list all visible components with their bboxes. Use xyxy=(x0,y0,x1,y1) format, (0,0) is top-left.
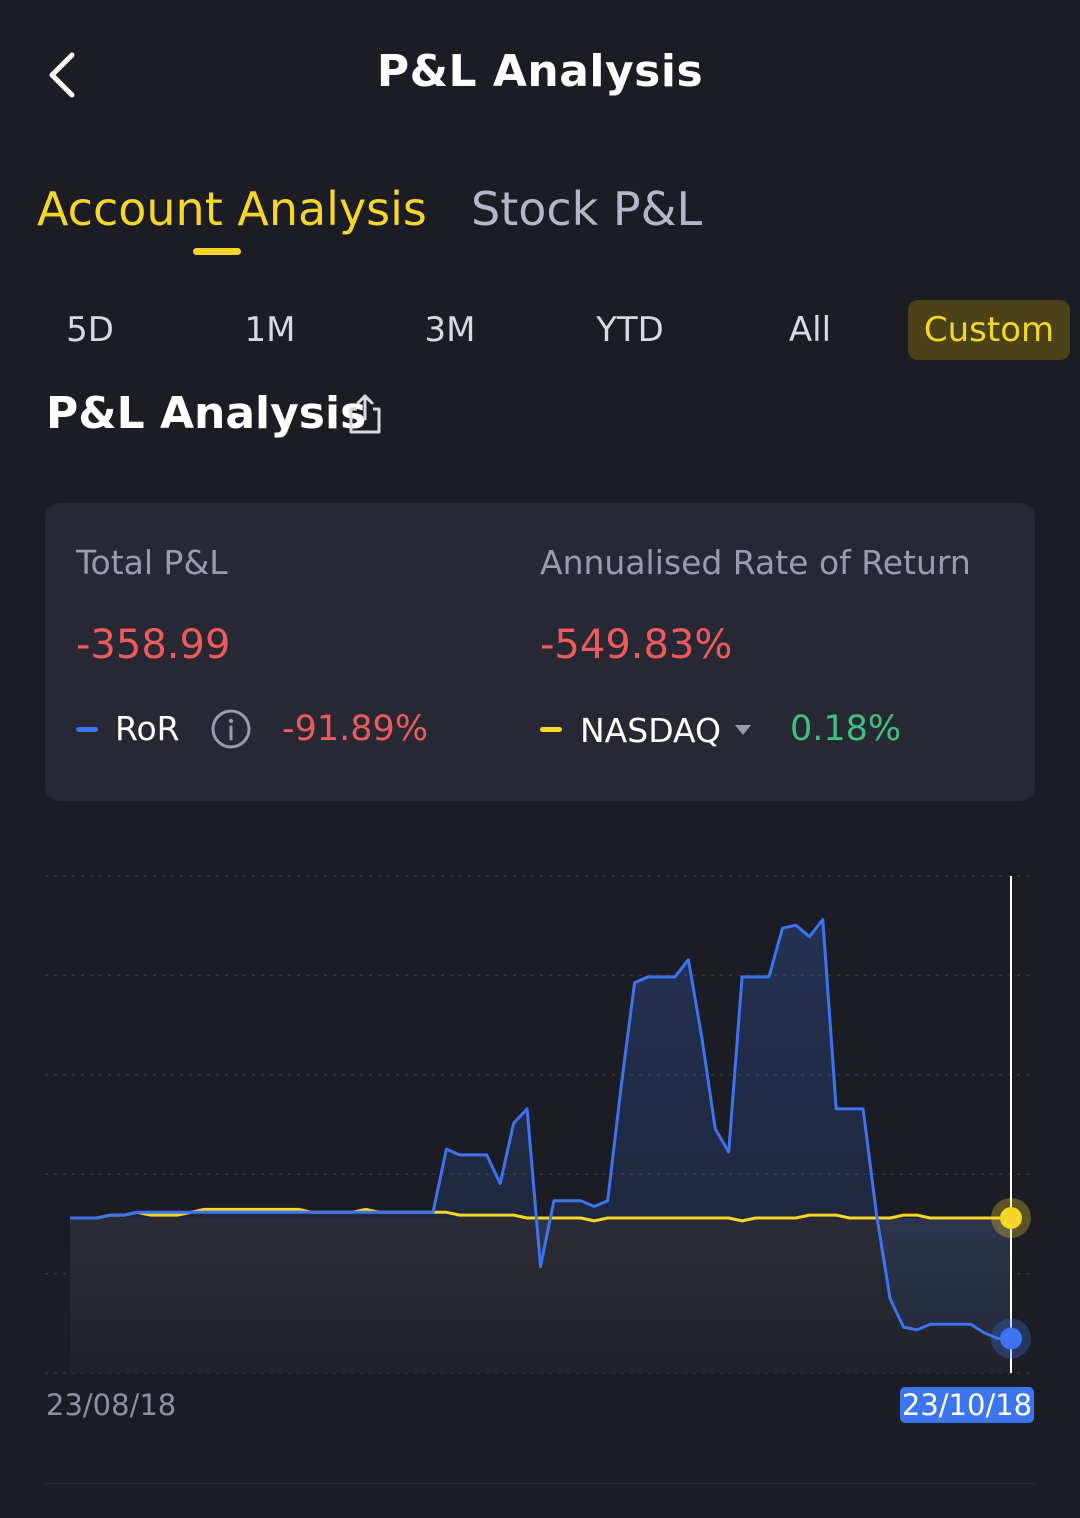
ror-label: RoR xyxy=(115,709,180,748)
ror-area xyxy=(70,919,1011,1339)
nasdaq-marker xyxy=(1000,1207,1022,1229)
benchmark-value: 0.18% xyxy=(790,709,902,749)
chevron-left-icon xyxy=(49,52,75,98)
share-button[interactable] xyxy=(342,392,388,438)
pl-chart[interactable] xyxy=(0,860,1080,1390)
tab-account-analysis[interactable]: Account Analysis xyxy=(37,182,427,236)
ror-line xyxy=(70,918,1011,1340)
info-icon xyxy=(211,709,251,749)
period-ytd[interactable]: YTD xyxy=(596,310,664,350)
annualised-return-value: -549.83% xyxy=(540,622,733,668)
nasdaq-legend-swatch xyxy=(540,727,562,732)
period-1m[interactable]: 1M xyxy=(244,310,296,350)
tab-stock-pl[interactable]: Stock P&L xyxy=(471,182,703,236)
x-start-label: 23/08/18 xyxy=(46,1388,177,1422)
ror-marker xyxy=(1000,1327,1022,1350)
benchmark-selector[interactable]: NASDAQ xyxy=(580,708,753,752)
total-pl-value: -358.99 xyxy=(76,622,231,668)
x-end-label: 23/10/18 xyxy=(900,1387,1034,1423)
annualised-return-label: Annualised Rate of Return xyxy=(540,543,971,582)
section-title: P&L Analysis xyxy=(46,388,367,439)
benchmark-label: NASDAQ xyxy=(580,710,722,750)
period-custom[interactable]: Custom xyxy=(908,300,1070,360)
caret-down-icon xyxy=(735,725,752,735)
page-title: P&L Analysis xyxy=(376,46,704,97)
period-all[interactable]: All xyxy=(788,310,832,350)
divider xyxy=(45,1483,1035,1484)
total-pl-label: Total P&L xyxy=(76,543,228,582)
period-3m[interactable]: 3M xyxy=(424,310,476,350)
ror-legend-swatch xyxy=(76,727,98,732)
active-tab-indicator xyxy=(193,248,241,255)
ror-value: -91.89% xyxy=(282,709,429,749)
share-icon xyxy=(349,394,381,434)
nasdaq-line xyxy=(70,1207,1011,1223)
back-button[interactable] xyxy=(30,40,94,110)
period-5d[interactable]: 5D xyxy=(66,310,114,350)
summary-card xyxy=(45,503,1035,801)
info-button[interactable] xyxy=(210,708,252,750)
